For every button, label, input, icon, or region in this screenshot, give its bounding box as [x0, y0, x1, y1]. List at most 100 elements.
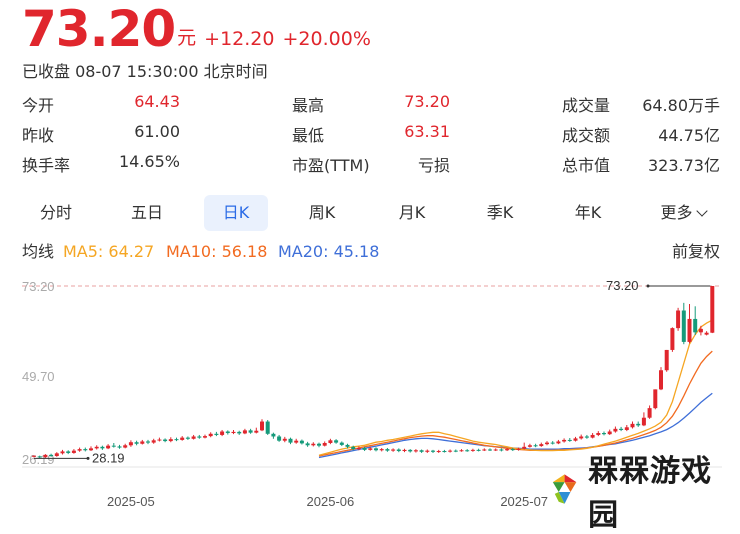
candle-body	[596, 433, 601, 435]
candle-body	[174, 439, 179, 441]
candle-body	[106, 445, 111, 449]
tab-quarterly-k[interactable]: 季K	[486, 203, 514, 222]
candle-body	[168, 439, 173, 442]
ma5-value: MA5: 64.27	[63, 242, 155, 261]
candle-body	[579, 436, 584, 439]
stat-label: 今开	[22, 96, 55, 115]
candle-body	[94, 446, 99, 449]
candle-body	[208, 433, 213, 437]
x-tick-label: 2025-07	[500, 494, 548, 509]
candle-body	[317, 443, 321, 446]
candle-body	[391, 449, 396, 451]
stat-value: 323.73亿	[648, 156, 720, 175]
candle-body	[704, 332, 709, 335]
stat-value: 61.00	[134, 122, 180, 141]
candle-body	[630, 423, 635, 428]
stat-item: 市盈(TTM) 亏损	[292, 152, 450, 176]
candle-body	[265, 421, 270, 434]
tab-monthly-k[interactable]: 月K	[398, 203, 426, 222]
candle-body	[476, 449, 481, 451]
candle-body	[499, 449, 504, 451]
candle-body	[294, 440, 299, 443]
candle-body	[345, 444, 350, 447]
candle-body	[185, 437, 190, 439]
stat-item: 成交量 64.80万手	[562, 92, 720, 116]
candle-body	[37, 456, 42, 458]
last-price: 73.20	[22, 0, 176, 58]
stat-value: 64.80万手	[642, 96, 720, 115]
candle-body	[248, 430, 253, 433]
stat-value: 73.20	[404, 92, 450, 111]
candle-body	[288, 438, 293, 443]
stat-value: 亏损	[417, 156, 450, 175]
candle-body	[374, 448, 378, 451]
candle-body	[197, 436, 202, 438]
adjust-toggle[interactable]: 前复权	[671, 242, 720, 261]
candle-body	[408, 449, 413, 452]
tab-intraday[interactable]: 分时	[39, 203, 72, 222]
candle-body	[448, 450, 453, 452]
stat-value: 64.43	[134, 92, 180, 111]
candle-body	[664, 349, 669, 371]
tab-five-day[interactable]: 五日	[130, 203, 163, 222]
stat-item: 今开 64.43	[22, 92, 180, 116]
candle-body	[470, 449, 475, 451]
candle-body	[157, 439, 162, 441]
candle-body	[89, 448, 93, 451]
candle-body	[282, 438, 287, 441]
candle-body	[356, 447, 361, 450]
candle-body	[339, 442, 344, 445]
candle-body	[607, 431, 612, 435]
candle-body	[653, 389, 658, 409]
stat-value: 44.75亿	[658, 126, 720, 145]
candle-body	[431, 450, 435, 452]
candle-body	[550, 442, 555, 444]
candle-body	[237, 431, 242, 434]
high-annotation-dot	[646, 284, 650, 288]
candle-body	[225, 431, 230, 434]
stat-label: 换手率	[22, 156, 71, 175]
candle-body	[442, 451, 447, 453]
candle-body	[659, 370, 663, 390]
candle-body	[66, 451, 71, 453]
candle-body	[77, 449, 82, 451]
candle-body	[134, 442, 139, 444]
quote-header: 73.20 元 +12.20 +20.00%	[22, 0, 371, 58]
candle-body	[362, 447, 367, 450]
ma10-line	[318, 350, 713, 457]
candle-body	[584, 436, 589, 438]
candle-body	[140, 441, 145, 444]
candle-body	[54, 453, 59, 457]
candle-body	[271, 433, 276, 437]
candle-body	[277, 436, 282, 441]
tab-more[interactable]: 更多	[644, 195, 722, 231]
kline-chart[interactable]: 73.20 49.70 26.19 73.20 28.19 2025-05 2025-06 2…	[0, 270, 740, 517]
tab-yearly-k[interactable]: 年K	[574, 203, 602, 222]
candle-body	[681, 310, 686, 342]
x-tick-label: 2025-05	[107, 494, 155, 509]
candle-body	[545, 442, 549, 445]
ma-label: 均线	[22, 242, 55, 261]
candle-body	[693, 318, 698, 333]
candle-body	[146, 441, 150, 443]
candle-body	[322, 442, 327, 446]
candle-body	[231, 431, 236, 434]
candle-body	[676, 310, 681, 329]
candle-body	[522, 446, 527, 449]
candle-body	[311, 443, 316, 446]
tab-daily-k[interactable]: 日K	[204, 195, 268, 231]
candle-body	[220, 431, 225, 435]
candle-body	[419, 450, 424, 452]
candle-body	[516, 448, 521, 450]
low-annotation-dot	[86, 456, 90, 460]
candle-body	[619, 428, 624, 430]
candle-body	[368, 448, 373, 450]
tab-weekly-k[interactable]: 周K	[308, 203, 336, 222]
candle-body	[351, 446, 356, 450]
y-tick-label: 49.70	[22, 369, 55, 384]
candle-body	[493, 449, 498, 451]
price-change-pct: +20.00%	[282, 28, 371, 50]
x-tick-label: 2025-06	[307, 494, 355, 509]
candle-body	[128, 442, 133, 446]
candle-body	[242, 430, 247, 434]
